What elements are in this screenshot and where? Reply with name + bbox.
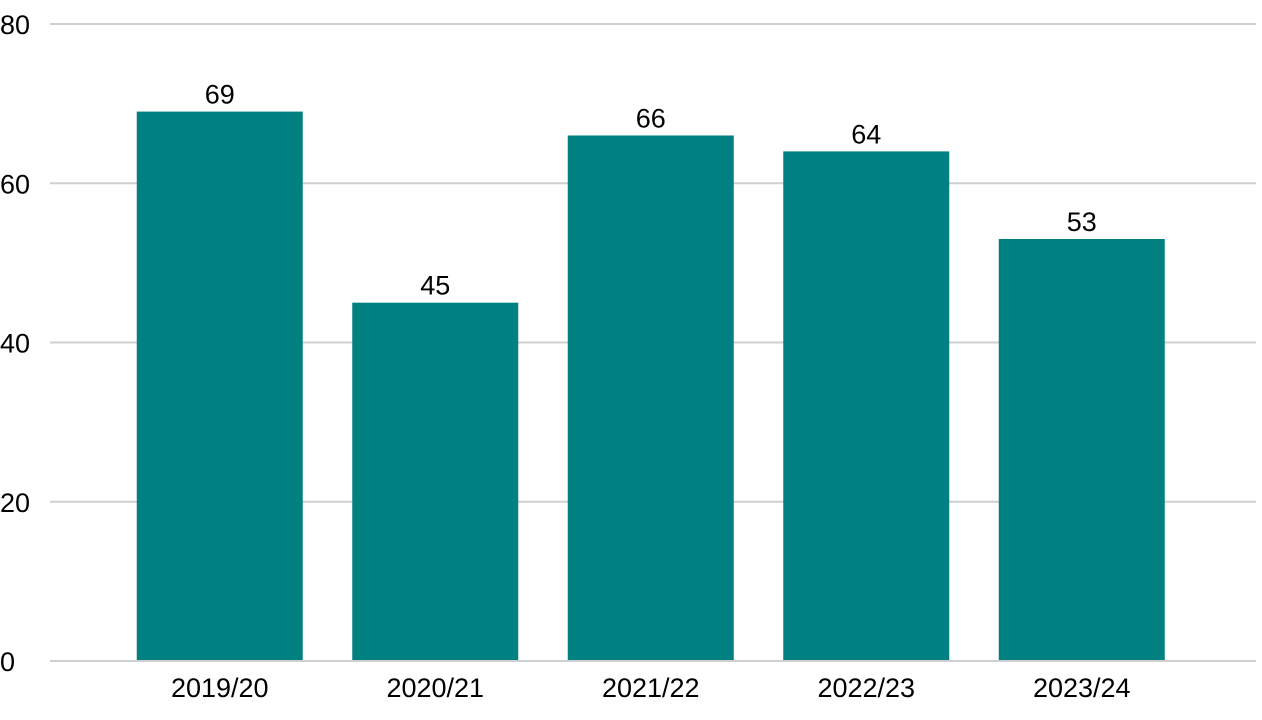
y-tick-label: 60 [0, 169, 30, 199]
bar-layer [136, 111, 1165, 662]
x-tick-label: 2023/24 [1033, 673, 1131, 703]
data-label: 69 [205, 80, 235, 110]
data-label: 64 [851, 119, 881, 149]
y-tick-label: 80 [0, 10, 30, 40]
label-layer: 69 45 66 64 53 [205, 80, 1097, 301]
x-tick-label: 2019/20 [171, 673, 269, 703]
y-tick-label: 40 [0, 329, 30, 359]
axis-layer: 0 20 40 60 80 2019/20 2020/21 2021/22 2022/23 202… [0, 10, 1256, 703]
bar-2023/24 [998, 238, 1165, 662]
bar-2022/23 [783, 151, 950, 661]
data-label: 53 [1067, 207, 1097, 237]
data-label: 45 [420, 271, 450, 301]
y-tick-label: 20 [0, 488, 30, 518]
x-tick-label: 2021/22 [602, 673, 700, 703]
bar-2020/21 [352, 302, 519, 661]
bar-2021/22 [567, 135, 734, 662]
bar-2019/20 [136, 111, 303, 661]
x-tick-label: 2020/21 [386, 673, 484, 703]
x-tick-label: 2022/23 [817, 673, 915, 703]
data-label: 66 [636, 103, 666, 133]
y-tick-label: 0 [0, 647, 15, 677]
